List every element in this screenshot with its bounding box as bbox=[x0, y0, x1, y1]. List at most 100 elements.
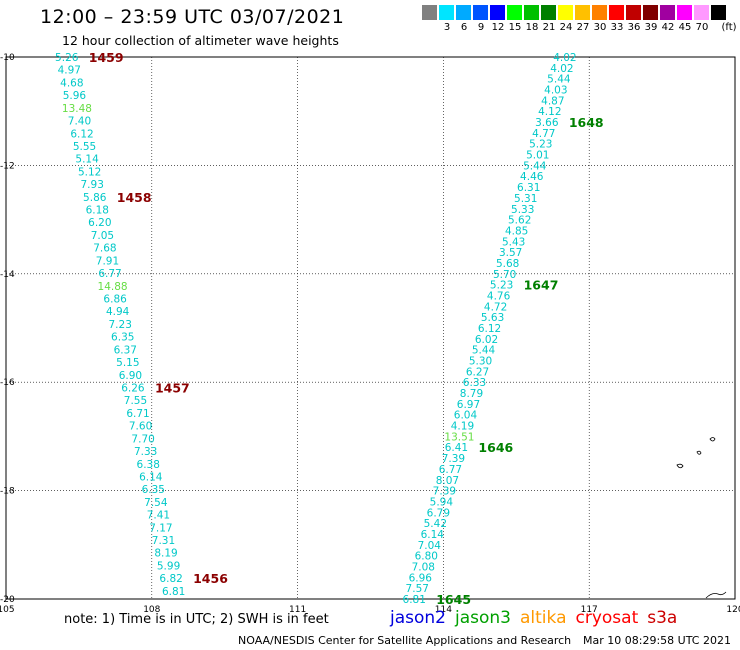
wave-height-value: 5.63 bbox=[481, 312, 504, 324]
map-frame bbox=[5, 56, 736, 600]
pass-time-label: 1645 bbox=[436, 592, 471, 607]
wave-height-value: 5.31 bbox=[514, 193, 537, 205]
legend-swatch bbox=[473, 5, 488, 20]
legend-label: 24 bbox=[559, 22, 573, 33]
wave-height-value: 6.35 bbox=[111, 332, 134, 344]
wave-height-value: 5.55 bbox=[73, 141, 96, 153]
latitude-label: -16 bbox=[0, 378, 15, 388]
wave-height-value: 7.40 bbox=[68, 116, 91, 128]
wave-height-value: 5.44 bbox=[472, 345, 496, 357]
wave-height-value: 8.79 bbox=[460, 388, 483, 400]
wave-height-value: 6.26 bbox=[121, 382, 145, 394]
island-outline bbox=[709, 437, 716, 442]
wave-height-value: 8.07 bbox=[436, 475, 459, 487]
wave-height-value: 7.55 bbox=[124, 395, 147, 407]
legend-label: 27 bbox=[576, 22, 590, 33]
legend-label: 6 bbox=[460, 22, 468, 33]
legend-label: 70 bbox=[695, 22, 709, 33]
legend-swatch bbox=[592, 5, 607, 20]
satellite-jason2: jason2 bbox=[390, 608, 446, 628]
latitude-label: -12 bbox=[0, 161, 15, 171]
wave-height-value: 6.81 bbox=[162, 586, 185, 598]
legend-label: 15 bbox=[508, 22, 522, 33]
wave-height-value: 5.96 bbox=[63, 90, 87, 102]
pass-time-label: 1646 bbox=[478, 440, 513, 455]
pass-time-label: 1457 bbox=[155, 380, 190, 395]
wave-height-value: 7.17 bbox=[149, 522, 172, 534]
legend-label: 12 bbox=[491, 22, 505, 33]
wave-height-value: 6.35 bbox=[142, 484, 165, 496]
legend-swatch bbox=[541, 5, 556, 20]
wave-height-value: 5.30 bbox=[469, 356, 492, 368]
credit-line: NOAA/NESDIS Center for Satellite Applica… bbox=[238, 634, 572, 647]
pass-time-label: 1647 bbox=[524, 278, 559, 293]
wave-height-value: 6.86 bbox=[103, 294, 127, 306]
wave-height-value: 5.42 bbox=[424, 518, 447, 530]
legend-swatch bbox=[507, 5, 522, 20]
legend-label: 18 bbox=[525, 22, 539, 33]
legend-swatch bbox=[626, 5, 641, 20]
legend-label: 9 bbox=[477, 22, 485, 33]
pass-time-label: 1456 bbox=[193, 571, 228, 586]
wave-height-value: 6.81 bbox=[403, 594, 426, 606]
wave-height-value: 6.80 bbox=[415, 551, 438, 563]
wave-height-value: 4.68 bbox=[60, 77, 83, 89]
page-title: 12:00 – 23:59 UTC 03/07/2021 bbox=[40, 6, 345, 28]
latitude-label: -20 bbox=[0, 595, 15, 605]
wave-height-value: 4.02 bbox=[553, 52, 576, 64]
wave-height-value: 7.31 bbox=[152, 535, 175, 547]
legend-label: 39 bbox=[644, 22, 658, 33]
legend-swatch bbox=[558, 5, 573, 20]
wave-height-value: 6.33 bbox=[463, 377, 486, 389]
satellite-jason3: jason3 bbox=[455, 608, 511, 628]
wave-height-value: 5.86 bbox=[83, 192, 107, 204]
legend-label: 3 bbox=[443, 22, 451, 33]
wave-height-value: 4.77 bbox=[532, 128, 555, 140]
wave-height-value: 8.19 bbox=[154, 548, 177, 560]
wave-height-value: 6.37 bbox=[114, 344, 137, 356]
wave-height-value: 6.97 bbox=[457, 399, 480, 411]
wave-height-value: 5.62 bbox=[508, 215, 531, 227]
wave-height-value: 7.23 bbox=[109, 319, 132, 331]
satellite-altika: altika bbox=[520, 608, 567, 628]
wave-height-value: 7.41 bbox=[147, 510, 170, 522]
legend-swatch bbox=[643, 5, 658, 20]
footnote: note: 1) Time is in UTC; 2) SWH is in fe… bbox=[64, 612, 329, 627]
wave-height-value: 7.08 bbox=[412, 561, 435, 573]
wave-height-value: 5.01 bbox=[526, 150, 549, 162]
longitude-label: 108 bbox=[143, 605, 160, 615]
wave-height-value: 7.91 bbox=[96, 255, 119, 267]
wave-height-value: 6.20 bbox=[88, 217, 111, 229]
legend-label: 45 bbox=[678, 22, 692, 33]
satellite-s3a: s3a bbox=[647, 608, 678, 628]
wave-height-value: 3.66 bbox=[535, 117, 559, 129]
longitude-label: 114 bbox=[435, 605, 452, 615]
wave-height-value: 7.33 bbox=[134, 446, 157, 458]
legend-swatch bbox=[575, 5, 590, 20]
wave-height-value: 6.41 bbox=[445, 442, 468, 454]
legend-label: 33 bbox=[610, 22, 624, 33]
wave-height-value: 6.12 bbox=[478, 323, 501, 335]
wave-height-value: 5.99 bbox=[157, 560, 180, 572]
longitude-label: 111 bbox=[289, 605, 306, 615]
wave-height-value: 5.26 bbox=[55, 52, 79, 64]
wave-height-value: 5.14 bbox=[75, 154, 99, 166]
pass-time-label: 1648 bbox=[569, 115, 604, 130]
wave-height-value: 6.38 bbox=[137, 459, 160, 471]
wave-height-value: 4.46 bbox=[520, 171, 544, 183]
legend-swatch bbox=[711, 5, 726, 20]
wave-height-value: 6.12 bbox=[70, 128, 93, 140]
wave-height-value: 7.54 bbox=[144, 497, 168, 509]
wave-height-value: 14.88 bbox=[98, 281, 128, 293]
pass-time-label: 1458 bbox=[117, 190, 152, 205]
legend-swatch bbox=[677, 5, 692, 20]
wave-height-value: 4.02 bbox=[550, 63, 573, 75]
wave-height-value: 6.14 bbox=[139, 471, 163, 483]
legend-label: 21 bbox=[542, 22, 556, 33]
wave-height-value: 7.05 bbox=[91, 230, 114, 242]
wave-height-value: 7.60 bbox=[129, 421, 152, 433]
wave-height-value: 6.96 bbox=[409, 572, 433, 584]
wave-height-value: 4.97 bbox=[58, 65, 81, 77]
legend-swatch bbox=[439, 5, 454, 20]
